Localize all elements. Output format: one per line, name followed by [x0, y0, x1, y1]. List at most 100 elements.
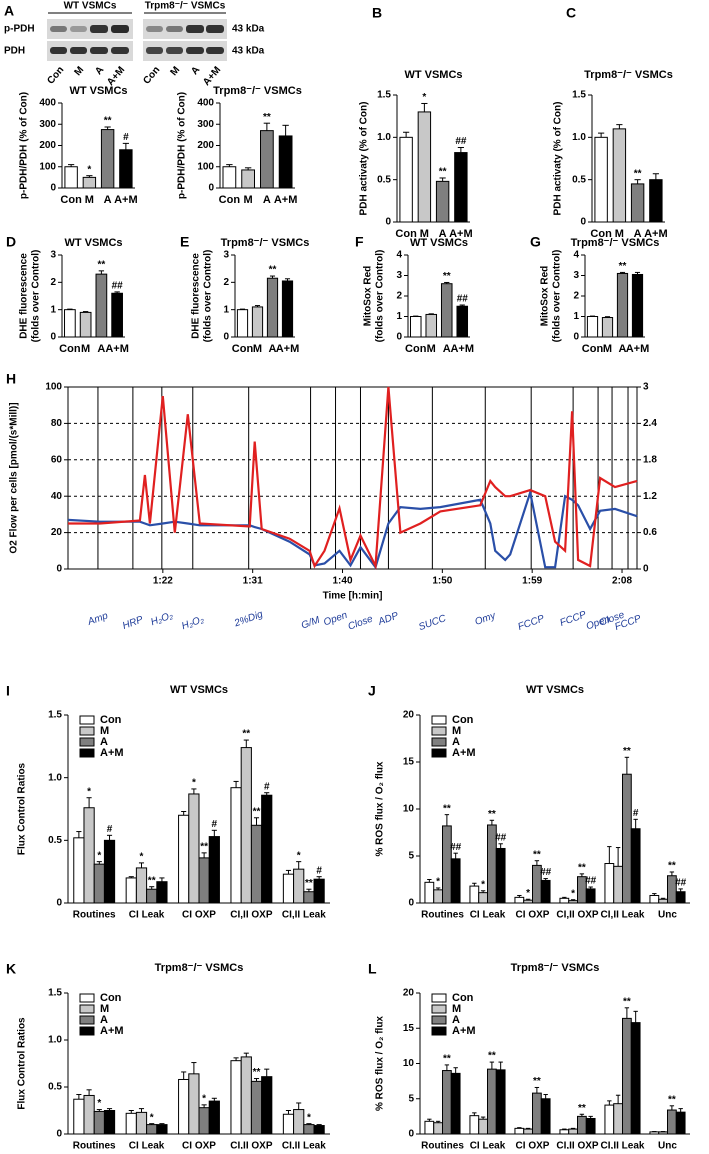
significance-label: ** — [668, 1094, 676, 1105]
significance-label: ** — [305, 878, 313, 889]
blot-band — [90, 47, 108, 54]
y-tick-label: 1.5 — [377, 90, 391, 101]
x-tick-label: 1:59 — [522, 576, 542, 587]
bar — [93, 1110, 105, 1135]
y2-tick-label: 0 — [643, 564, 649, 575]
significance-label: ** — [668, 861, 676, 872]
bar — [240, 747, 252, 904]
y-tick-label: 0 — [50, 183, 56, 194]
blot-band — [206, 25, 224, 33]
bar — [125, 1112, 137, 1135]
x-tick-label: M — [81, 343, 90, 355]
panel-letter: J — [368, 683, 376, 699]
y2-tick-label: 3 — [643, 382, 649, 393]
significance-label: * — [87, 164, 91, 175]
x-axis-label: Time [h:min] — [323, 591, 383, 602]
panel-letter: A — [4, 3, 14, 19]
bar — [613, 1103, 623, 1135]
bar — [487, 1068, 497, 1135]
blot-lane-label: A — [189, 65, 202, 78]
bar — [313, 1125, 325, 1135]
legend-label: M — [452, 1003, 461, 1015]
significance-label: ## — [450, 842, 462, 853]
bar — [495, 1069, 506, 1135]
panel-letter: K — [6, 961, 16, 977]
bar — [568, 1128, 578, 1135]
y-axis-label: PDH activaty (% of Con) — [359, 102, 370, 216]
bar — [478, 1118, 489, 1135]
significance-label: ## — [540, 867, 552, 878]
bar — [417, 111, 432, 223]
legend-label: A+M — [100, 1025, 124, 1037]
bar — [559, 897, 570, 904]
bar — [260, 130, 274, 189]
significance-label: ** — [200, 842, 208, 853]
bar — [425, 313, 438, 338]
significance-label: ** — [253, 1067, 261, 1078]
legend-swatch — [431, 748, 447, 758]
y-axis-label: % ROS flux / O₂ flux — [375, 1016, 386, 1111]
legend-swatch — [79, 1015, 95, 1025]
y2-tick-label: 2.4 — [643, 418, 657, 429]
bar — [282, 873, 295, 904]
y-tick-label: 0 — [223, 332, 229, 343]
bar — [523, 1128, 533, 1135]
bar — [303, 1124, 315, 1135]
y-tick-label: 0 — [50, 332, 56, 343]
y-tick-label: 1.5 — [48, 988, 62, 999]
event-label: Open — [322, 610, 349, 629]
bar — [540, 879, 551, 904]
bar — [73, 837, 85, 904]
y-axis-label: DHE fluorescence — [191, 253, 202, 339]
y-tick-label: 1.0 — [48, 772, 62, 783]
bar — [82, 176, 97, 189]
bar — [456, 305, 469, 338]
y-tick-label: 1.0 — [572, 132, 586, 143]
y-axis-label: MitoSox Red — [540, 266, 551, 327]
significance-label: * — [297, 850, 301, 861]
legend-swatch — [79, 993, 95, 1003]
bar — [208, 1100, 220, 1135]
legend-label: A — [452, 1014, 460, 1026]
bar — [241, 169, 255, 189]
y-axis-label: PDH activaty (% of Con) — [553, 102, 564, 216]
y-axis-label: (folds over Control) — [203, 250, 214, 343]
y-tick-label: 0 — [408, 898, 414, 909]
bar — [251, 306, 264, 338]
bar — [156, 881, 168, 904]
significance-label: * — [150, 1112, 154, 1123]
bar — [399, 136, 413, 223]
bar — [424, 881, 435, 904]
bar — [435, 180, 450, 223]
y-axis-label: (folds over Control) — [375, 250, 386, 343]
legend-label: A+M — [100, 747, 124, 759]
bar — [178, 1078, 190, 1135]
bar — [631, 273, 644, 338]
bar — [649, 1131, 660, 1135]
x-tick-label: CI Leak — [470, 910, 506, 921]
blot-strip — [143, 41, 227, 61]
y-tick-label: 10 — [403, 804, 415, 815]
y-tick-label: 0.5 — [48, 1082, 62, 1093]
x-tick-label: 1:50 — [432, 576, 452, 587]
x-tick-label: CI OXP — [182, 910, 216, 921]
bar — [236, 309, 249, 338]
bar — [64, 309, 76, 338]
y-tick-label: 4 — [573, 250, 579, 261]
blot-strip — [143, 19, 227, 39]
significance-label: ** — [263, 112, 271, 123]
y-axis-label: DHE fluorescence — [19, 253, 30, 339]
event-label: H₂O₂ — [149, 610, 174, 628]
bar — [612, 128, 627, 223]
bar — [649, 179, 663, 223]
x-tick-label: A+M — [450, 343, 474, 355]
y-tick-label: 1 — [223, 304, 229, 315]
event-label: G/M — [300, 615, 322, 632]
x-tick-label: CI Leak — [129, 1141, 165, 1149]
x-tick-label: A — [634, 228, 642, 240]
panel-letter: G — [530, 234, 541, 250]
legend-swatch — [431, 1015, 447, 1025]
x-tick-label: Unc — [658, 910, 677, 921]
bar — [630, 1022, 641, 1135]
y-tick-label: 4 — [396, 250, 402, 261]
